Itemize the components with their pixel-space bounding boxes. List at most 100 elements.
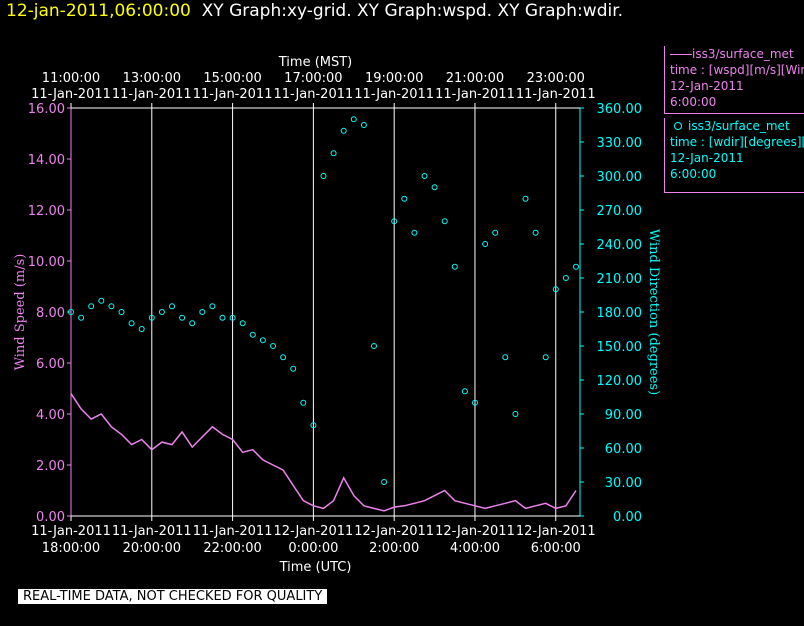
- wind-direction-point: [350, 116, 357, 123]
- chart-header: 12-jan-2011,06:00:00 XY Graph:xy-grid. X…: [6, 1, 623, 21]
- wind-direction-point: [128, 320, 135, 327]
- wind-direction-point: [98, 297, 105, 304]
- wind-direction-point: [391, 218, 398, 225]
- wind-direction-point: [320, 173, 327, 179]
- wind-direction-point: [360, 122, 367, 128]
- bottom-tick-label-time: 18:00:00: [42, 541, 100, 556]
- quality-notice: REAL-TIME DATA, NOT CHECKED FOR QUALITY: [18, 589, 328, 604]
- left-tick-label: 0.00: [36, 510, 65, 525]
- top-tick-label-date: 11-Jan-2011: [516, 87, 596, 102]
- bottom-tick-label-date: 12-Jan-2011: [435, 524, 515, 539]
- legend2-line1: time : [wdir][degrees][Wind Direction]: [670, 135, 804, 149]
- left-tick-label: 2.00: [36, 459, 65, 474]
- left-axis-label: Wind Speed (m/s): [13, 254, 28, 371]
- wind-direction-point: [371, 343, 377, 349]
- legend2-line2: 12-Jan-2011: [670, 151, 744, 165]
- top-tick-label-time: 23:00:00: [527, 71, 585, 86]
- wind-direction-point: [451, 263, 458, 270]
- left-tick-label: 8.00: [36, 306, 65, 321]
- right-tick-label: 0.00: [613, 510, 642, 525]
- legend2-line3: 6:00:00: [670, 167, 717, 181]
- wind-direction-point: [573, 263, 579, 270]
- bottom-tick-label-time: 22:00:00: [203, 541, 261, 556]
- top-tick-label-date: 11-Jan-2011: [112, 87, 192, 102]
- wind-direction-point: [552, 286, 559, 293]
- top-tick-label-date: 11-Jan-2011: [435, 87, 515, 102]
- legend2-title: iss3/surface_met: [688, 119, 790, 133]
- wind-direction-point: [280, 354, 287, 361]
- left-tick-label: 10.00: [28, 255, 65, 270]
- bottom-tick-label-date: 12-Jan-2011: [273, 524, 353, 539]
- wind-direction-point: [461, 388, 468, 395]
- bottom-tick-label-time: 2:00:00: [369, 541, 419, 556]
- right-axis-label: Wind Direction (degrees): [646, 229, 661, 395]
- right-tick-label: 330.00: [597, 136, 643, 151]
- legend1-title: iss3/surface_met: [692, 47, 794, 61]
- wind-direction-point: [482, 241, 489, 247]
- wind-direction-point: [290, 365, 297, 372]
- wind-direction-point: [522, 195, 529, 202]
- top-tick-label-date: 11-Jan-2011: [31, 87, 111, 102]
- wind-direction-point: [492, 229, 499, 236]
- bottom-tick-label-time: 20:00:00: [123, 541, 181, 556]
- bottom-tick-label-date: 12-Jan-2011: [354, 524, 434, 539]
- wind-direction-point: [78, 314, 85, 321]
- wind-direction-point: [532, 229, 539, 236]
- bottom-tick-label-date: 11-Jan-2011: [193, 524, 273, 539]
- right-tick-label: 270.00: [597, 204, 643, 219]
- top-tick-label-time: 15:00:00: [203, 71, 261, 86]
- wind-direction-point: [68, 309, 74, 315]
- wind-direction-point: [199, 309, 206, 315]
- bottom-tick-label-date: 11-Jan-2011: [31, 524, 111, 539]
- right-tick-label: 60.00: [605, 442, 642, 457]
- top-tick-label-time: 13:00:00: [123, 71, 181, 86]
- bottom-tick-label-date: 11-Jan-2011: [112, 524, 192, 539]
- right-tick-label: 30.00: [605, 476, 642, 491]
- wind-direction-point: [441, 218, 448, 225]
- right-tick-label: 120.00: [597, 374, 643, 389]
- legend-wind-speed: iss3/surface_met time : [wspd][m/s][Wind…: [664, 46, 804, 114]
- wind-direction-point: [472, 399, 478, 406]
- left-tick-label: 12.00: [28, 204, 65, 219]
- wind-direction-point: [340, 127, 347, 134]
- legend-wind-direction: iss3/surface_met time : [wdir][degrees][…: [664, 118, 804, 193]
- bottom-tick-label-time: 6:00:00: [531, 541, 581, 556]
- left-tick-label: 6.00: [36, 357, 65, 372]
- bottom-axis-title: Time (UTC): [279, 560, 352, 575]
- wind-direction-point: [542, 354, 549, 361]
- wind-direction-point: [259, 337, 266, 344]
- wind-direction-point: [502, 354, 509, 361]
- top-tick-label-time: 17:00:00: [284, 71, 342, 86]
- top-tick-label-time: 19:00:00: [365, 71, 423, 86]
- wind-direction-point: [148, 314, 155, 321]
- right-tick-label: 360.00: [597, 102, 643, 117]
- top-tick-label-date: 11-Jan-2011: [354, 87, 434, 102]
- wind-direction-point: [431, 184, 438, 191]
- top-tick-label-time: 11:00:00: [42, 71, 100, 86]
- top-tick-label-time: 21:00:00: [446, 71, 504, 86]
- wind-direction-point: [88, 303, 95, 310]
- wind-direction-point: [158, 309, 165, 315]
- wind-direction-point: [512, 411, 519, 417]
- wind-direction-point: [118, 309, 125, 315]
- wind-direction-point: [229, 314, 236, 321]
- wind-direction-point: [411, 229, 418, 236]
- bottom-tick-label-date: 12-Jan-2011: [516, 524, 596, 539]
- top-tick-label-date: 11-Jan-2011: [273, 87, 353, 102]
- wind-direction-point: [401, 195, 408, 202]
- top-axis-title: Time (MST): [278, 55, 353, 70]
- legend-line-swatch: [670, 54, 692, 55]
- wind-direction-point: [179, 314, 186, 321]
- bottom-tick-label-time: 0:00:00: [288, 541, 338, 556]
- bottom-tick-label-time: 4:00:00: [450, 541, 500, 556]
- header-graph-names: XY Graph:xy-grid. XY Graph:wspd. XY Grap…: [201, 1, 624, 21]
- right-tick-label: 180.00: [597, 306, 643, 321]
- right-tick-label: 210.00: [597, 272, 643, 287]
- wind-direction-point: [562, 275, 569, 281]
- right-tick-label: 300.00: [597, 170, 643, 185]
- wind-direction-point: [381, 479, 388, 485]
- left-tick-label: 14.00: [28, 153, 65, 168]
- wind-direction-point: [169, 303, 175, 310]
- left-tick-label: 16.00: [28, 102, 65, 117]
